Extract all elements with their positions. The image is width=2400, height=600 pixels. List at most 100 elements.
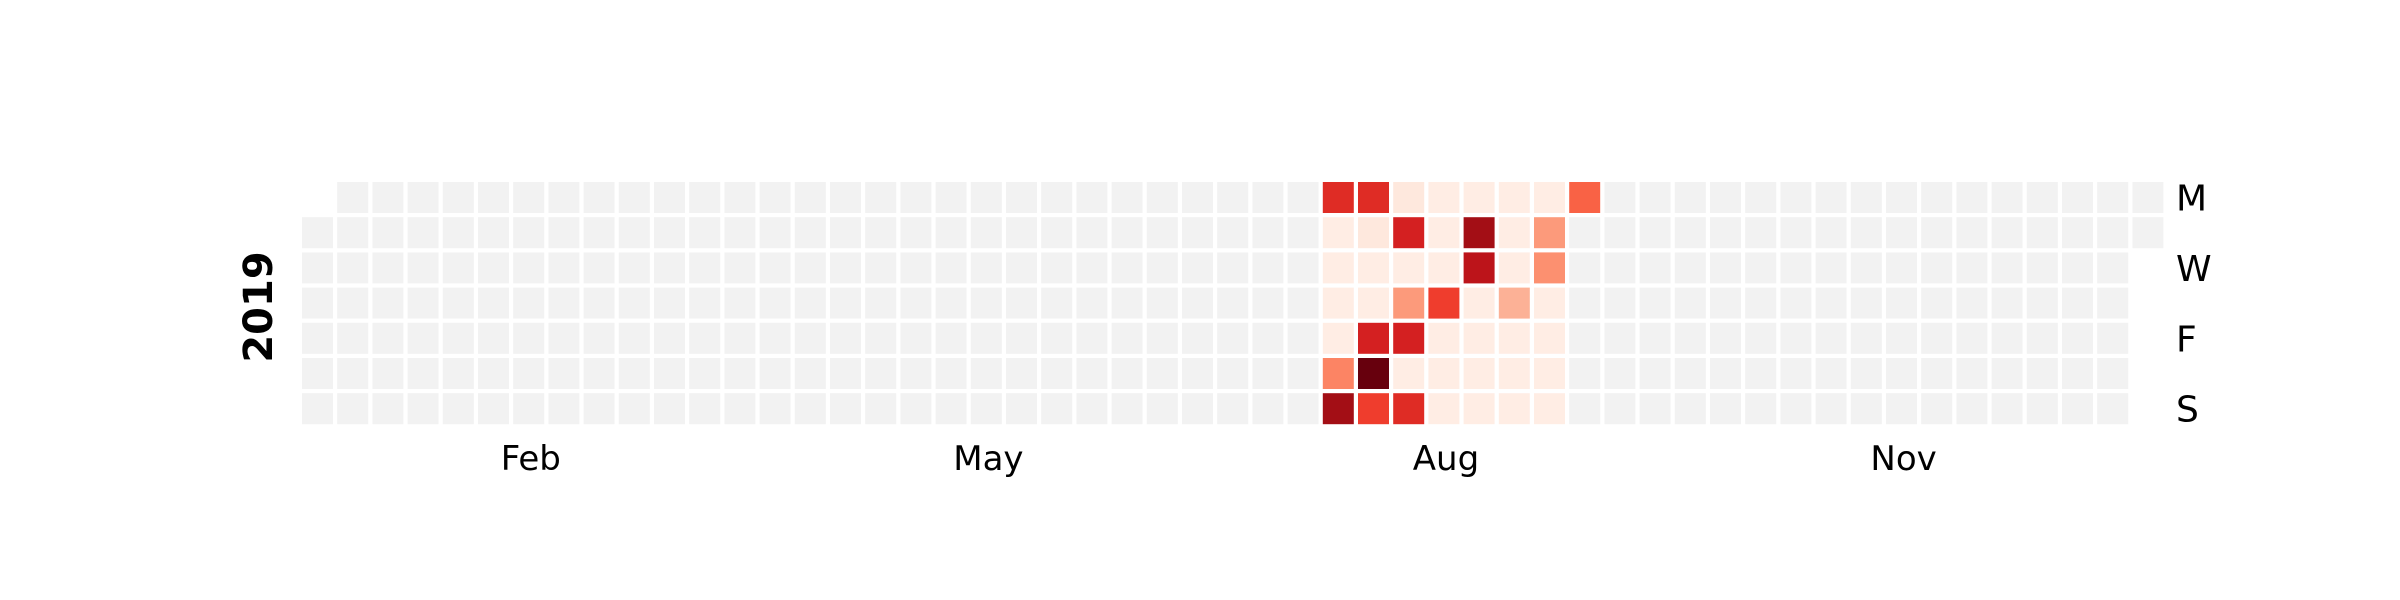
heatmap-cell (1182, 393, 1213, 425)
heatmap-cell (1956, 287, 1988, 319)
heatmap-cell (1710, 252, 1741, 284)
day-label: M (2176, 179, 2207, 220)
heatmap-cell (407, 322, 439, 354)
heatmap-cell (1428, 287, 1460, 319)
heatmap-cell (1287, 217, 1319, 249)
heatmap-cell (1428, 182, 1460, 213)
month-label: Feb (501, 439, 561, 479)
heatmap-cell (2026, 217, 2058, 249)
heatmap-cell (442, 393, 474, 425)
heatmap-cell (407, 358, 439, 389)
heatmap-cell (1850, 358, 1882, 389)
heatmap-cell (724, 322, 756, 354)
heatmap-cell (794, 252, 826, 284)
heatmap-cell (900, 217, 932, 249)
heatmap-cell (1428, 358, 1460, 389)
heatmap-cell (478, 182, 509, 213)
heatmap-cell (1358, 182, 1389, 213)
heatmap-cell (1252, 287, 1284, 319)
month-label: Nov (1870, 439, 1936, 479)
heatmap-cell (1463, 182, 1495, 213)
heatmap-cell (1393, 287, 1425, 319)
heatmap-cell (1674, 217, 1706, 249)
heatmap-cell (1111, 217, 1143, 249)
heatmap-cell (1146, 322, 1178, 354)
heatmap-cell (1745, 358, 1777, 389)
heatmap-cell (900, 252, 932, 284)
heatmap-cell (442, 322, 474, 354)
heatmap-cell (1780, 217, 1812, 249)
heatmap-cell (865, 252, 897, 284)
heatmap-cell (830, 252, 861, 284)
heatmap-cell (689, 252, 721, 284)
heatmap-cell (900, 182, 932, 213)
heatmap-cell (935, 287, 967, 319)
heatmap-cell (1146, 287, 1178, 319)
heatmap-cell (1076, 182, 1108, 213)
heatmap-cell (513, 217, 545, 249)
heatmap-cell (1639, 358, 1671, 389)
heatmap-cell (1921, 182, 1953, 213)
heatmap-cell (1076, 358, 1108, 389)
heatmap-cell (1886, 287, 1917, 319)
heatmap-cell (1428, 217, 1460, 249)
heatmap-cell (759, 358, 791, 389)
heatmap-cell (1322, 393, 1354, 425)
heatmap-cell (513, 322, 545, 354)
heatmap-cell (935, 252, 967, 284)
heatmap-cell (548, 322, 580, 354)
heatmap-cell (1463, 252, 1495, 284)
heatmap-cell (302, 393, 333, 425)
heatmap-cell (618, 182, 650, 213)
heatmap-cell (1498, 182, 1530, 213)
heatmap-cell (1921, 252, 1953, 284)
heatmap-cell (1639, 217, 1671, 249)
heatmap-cell (689, 358, 721, 389)
heatmap-cell (1252, 358, 1284, 389)
heatmap-cell (1252, 393, 1284, 425)
heatmap-cell (548, 182, 580, 213)
heatmap-cell (724, 358, 756, 389)
heatmap-cell (1358, 287, 1389, 319)
heatmap-cell (1498, 358, 1530, 389)
heatmap-cell (1534, 322, 1565, 354)
heatmap-cell (794, 393, 826, 425)
heatmap-cell (2026, 252, 2058, 284)
heatmap-cell (1146, 217, 1178, 249)
heatmap-cell (2097, 322, 2129, 354)
heatmap-cell (1850, 182, 1882, 213)
heatmap-cell (548, 358, 580, 389)
heatmap-cell (1921, 393, 1953, 425)
heatmap-cell (689, 393, 721, 425)
heatmap-cell (1674, 393, 1706, 425)
heatmap-cell (478, 217, 509, 249)
heatmap-cell (1393, 322, 1425, 354)
heatmap-cell (513, 182, 545, 213)
heatmap-cell (935, 217, 967, 249)
heatmap-cell (618, 393, 650, 425)
heatmap-cell (830, 358, 861, 389)
heatmap-cell (442, 217, 474, 249)
heatmap-cell (618, 217, 650, 249)
heatmap-cell (1604, 252, 1636, 284)
heatmap-cell (1076, 217, 1108, 249)
heatmap-cell (548, 287, 580, 319)
heatmap-cell (1780, 287, 1812, 319)
heatmap-cell (1569, 182, 1601, 213)
heatmap-cell (1076, 252, 1108, 284)
heatmap-cell (970, 287, 1002, 319)
heatmap-cell (513, 393, 545, 425)
heatmap-cell (794, 322, 826, 354)
heatmap-cell (618, 322, 650, 354)
heatmap-cell (1850, 252, 1882, 284)
heatmap-cell (1991, 182, 2023, 213)
heatmap-cell (2062, 358, 2093, 389)
heatmap-cell (548, 252, 580, 284)
heatmap-cell (654, 393, 685, 425)
heatmap-cell (1463, 358, 1495, 389)
heatmap-cell (442, 182, 474, 213)
heatmap-cell (1604, 358, 1636, 389)
heatmap-cell (1358, 217, 1389, 249)
heatmap-cell (2097, 358, 2129, 389)
